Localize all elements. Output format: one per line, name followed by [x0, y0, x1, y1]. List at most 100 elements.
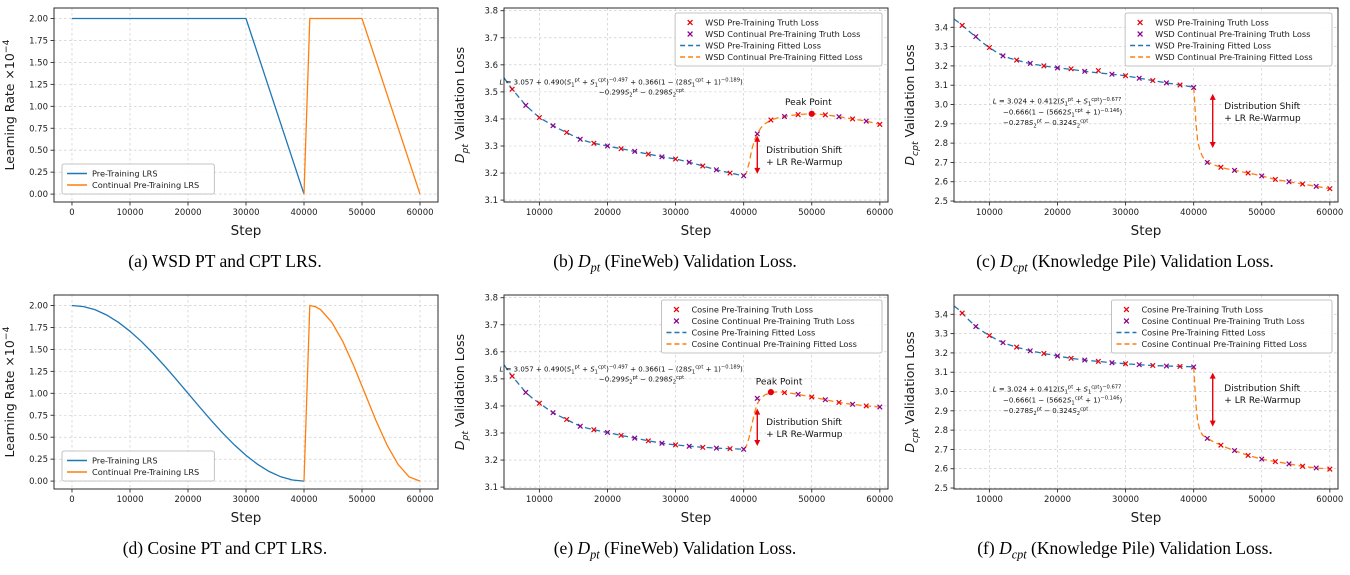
svg-text:50000: 50000	[1248, 495, 1275, 505]
series-0	[71, 304, 305, 482]
svg-text:3.8: 3.8	[484, 7, 498, 17]
marker-group-1	[973, 323, 1319, 471]
svg-text:1.75: 1.75	[29, 323, 48, 333]
grid	[54, 295, 438, 489]
svg-text:WSD Pre-Training Truth Loss: WSD Pre-Training Truth Loss	[1155, 18, 1269, 28]
svg-text:0.00: 0.00	[29, 477, 48, 487]
chart-f: L = 3.024 + 0.412(S1pt + S1cpt)−0.677 −0.…	[900, 287, 1350, 529]
svg-text:−0.278S2pt − 0.324S2cpt: −0.278S2pt − 0.324S2cpt	[1003, 118, 1088, 129]
figure-d: 0 10000 20000 30000 40000 50000 60000 Step 0.00 0…	[0, 287, 450, 574]
y-axis-label: Dcpt Validation Loss	[902, 44, 921, 165]
svg-text:20000: 20000	[174, 208, 201, 218]
svg-text:2.00: 2.00	[29, 15, 48, 25]
x-axis: 0 10000 20000 30000 40000 50000 60000 Step	[69, 202, 434, 239]
svg-text:3.7: 3.7	[484, 34, 498, 44]
svg-text:−0.666(1 − (5662S1cpt + 1)−0.1: −0.666(1 − (5662S1cpt + 1)−0.146)	[1003, 396, 1122, 407]
chart-a: 0 10000 20000 30000 40000 50000 60000 Step 0.00 0…	[0, 0, 450, 242]
svg-text:WSD Continual Pre-Training Fit: WSD Continual Pre-Training Fitted Loss	[705, 52, 863, 62]
svg-text:30000: 30000	[232, 208, 259, 218]
svg-text:3.5: 3.5	[484, 375, 498, 385]
svg-text:Pre-Training LRS: Pre-Training LRS	[92, 169, 158, 179]
svg-text:10000: 10000	[976, 495, 1003, 505]
svg-text:3.3: 3.3	[934, 330, 948, 340]
svg-text:3.6: 3.6	[484, 61, 498, 71]
caption-c: (c) Dcpt (Knowledge Pile) Validation Los…	[976, 251, 1274, 275]
legend: WSD Pre-Training Truth Loss WSD Continual…	[674, 12, 883, 67]
svg-text:2.8: 2.8	[934, 426, 948, 436]
svg-text:10000: 10000	[116, 495, 143, 505]
svg-text:Peak Point: Peak Point	[756, 377, 803, 387]
svg-text:L = 3.024 + 0.412(S1pt + S1cpt: L = 3.024 + 0.412(S1pt + S1cpt)−0.677	[993, 385, 1122, 396]
svg-text:Pre-Training LRS: Pre-Training LRS	[92, 456, 158, 466]
svg-text:3.4: 3.4	[484, 402, 498, 412]
y-axis-label: Learning Rate ×10−4	[1, 326, 17, 457]
svg-text:0.50: 0.50	[29, 433, 48, 443]
svg-text:10000: 10000	[526, 208, 553, 218]
svg-text:50000: 50000	[348, 495, 375, 505]
x-axis: 10000 20000 30000 40000 50000 60000 Step	[526, 202, 893, 239]
fitted-loss-equation: L = 3.057 + 0.490(S1pt + S1cpt)−0.497 + …	[499, 78, 743, 99]
svg-text:20000: 20000	[174, 495, 201, 505]
y-axis-label: Dpt Validation Loss	[452, 47, 471, 163]
caption-b: (b) Dpt (FineWeb) Validation Loss.	[553, 251, 797, 275]
svg-text:10000: 10000	[526, 495, 553, 505]
distribution-shift-annotation: Distribution Shift + LR Re-Warmup	[754, 135, 843, 174]
svg-text:40000: 40000	[1180, 208, 1207, 218]
svg-text:3.0: 3.0	[934, 388, 948, 398]
plot-border	[503, 7, 889, 203]
distribution-shift-annotation: Distribution Shift + LR Re-Warmup	[754, 408, 843, 446]
svg-text:+ LR Re-Warmup: + LR Re-Warmup	[766, 158, 843, 168]
svg-text:20000: 20000	[594, 495, 621, 505]
figure-e: L = 3.057 + 0.490(S1pt + S1cpt)−0.497 + …	[450, 287, 900, 574]
caption-f: (f) Dcpt (Knowledge Pile) Validation Los…	[977, 538, 1273, 562]
svg-text:2.9: 2.9	[934, 120, 948, 130]
svg-text:3.1: 3.1	[934, 81, 948, 91]
svg-text:3.4: 3.4	[484, 115, 498, 125]
svg-text:3.1: 3.1	[484, 483, 498, 493]
svg-text:Cosine Continual Pre-Training: Cosine Continual Pre-Training Fitted Los…	[1141, 339, 1307, 349]
chart-b: L = 3.057 + 0.490(S1pt + S1cpt)−0.497 + …	[450, 0, 900, 242]
plot-border	[503, 294, 889, 490]
y-axis: 3.1 3.2 3.3 3.4 3.5 3.6 3.7 3.8	[484, 7, 504, 206]
svg-text:50000: 50000	[798, 495, 825, 505]
svg-text:0.25: 0.25	[29, 168, 48, 178]
caption-d: (d) Cosine PT and CPT LRS.	[122, 538, 328, 558]
svg-text:40000: 40000	[730, 208, 757, 218]
svg-text:3.3: 3.3	[484, 429, 498, 439]
marker-group-1	[523, 389, 883, 452]
series-1	[303, 17, 421, 195]
svg-text:0.75: 0.75	[29, 124, 48, 134]
svg-text:1.75: 1.75	[29, 36, 48, 46]
peak-point-annotation: Peak Point	[756, 377, 803, 396]
figure-a: 0 10000 20000 30000 40000 50000 60000 Step 0.00 0…	[0, 0, 450, 287]
plot-border	[953, 7, 1339, 203]
series-1	[303, 304, 421, 482]
svg-text:WSD Pre-Training Truth Loss: WSD Pre-Training Truth Loss	[705, 18, 819, 28]
x-axis: 0 10000 20000 30000 40000 50000 60000 Step	[69, 489, 434, 526]
svg-text:1.00: 1.00	[29, 102, 48, 112]
svg-text:3.6: 3.6	[484, 348, 498, 358]
svg-text:Continual Pre-Training LRS: Continual Pre-Training LRS	[92, 180, 199, 190]
svg-text:WSD Pre-Training Fitted Loss: WSD Pre-Training Fitted Loss	[1155, 41, 1271, 51]
svg-text:60000: 60000	[1316, 495, 1343, 505]
figure-f: L = 3.024 + 0.412(S1pt + S1cpt)−0.677 −0.…	[900, 287, 1350, 574]
svg-text:3.2: 3.2	[934, 349, 948, 359]
x-axis: 10000 20000 30000 40000 50000 60000 Step	[976, 489, 1343, 526]
svg-text:WSD Continual Pre-Training Tru: WSD Continual Pre-Training Truth Loss	[1155, 29, 1310, 39]
svg-text:Cosine Continual Pre-Training: Cosine Continual Pre-Training Truth Loss	[1141, 316, 1304, 326]
svg-text:50000: 50000	[1248, 208, 1275, 218]
caption-e: (e) Dpt (FineWeb) Validation Loss.	[553, 538, 797, 562]
svg-text:2.7: 2.7	[934, 158, 948, 168]
svg-text:3.1: 3.1	[484, 196, 498, 206]
svg-text:60000: 60000	[866, 208, 893, 218]
svg-text:2.7: 2.7	[934, 445, 948, 455]
svg-text:1.50: 1.50	[29, 345, 48, 355]
marker-group-0	[509, 373, 869, 452]
svg-text:10000: 10000	[976, 208, 1003, 218]
svg-text:−0.278S2pt − 0.324S2cpt: −0.278S2pt − 0.324S2cpt	[1003, 406, 1088, 417]
svg-text:40000: 40000	[730, 495, 757, 505]
chart-e: L = 3.057 + 0.490(S1pt + S1cpt)−0.497 + …	[450, 287, 900, 529]
